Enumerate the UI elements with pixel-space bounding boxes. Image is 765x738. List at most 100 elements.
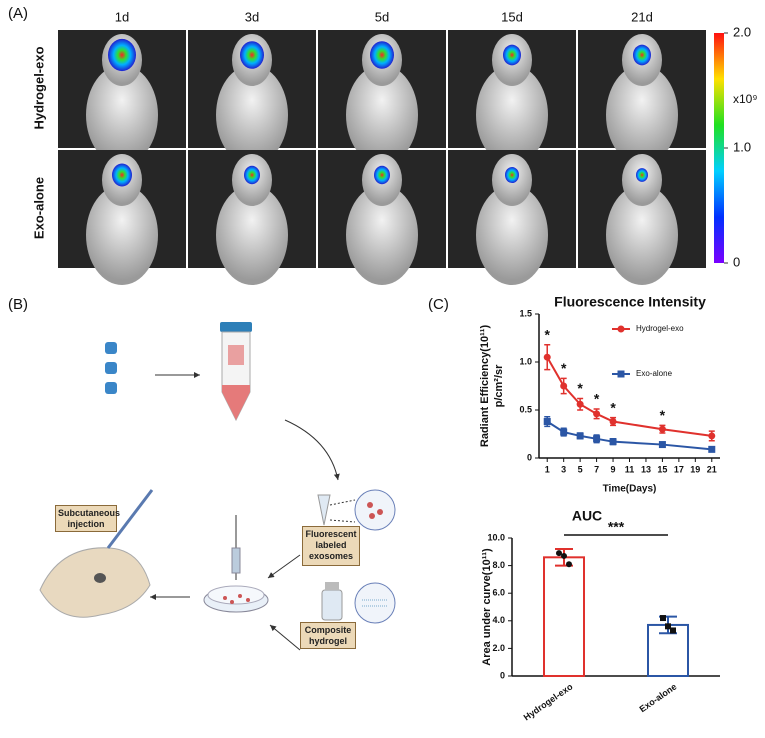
y-tick-label: 1.5 — [519, 308, 532, 318]
x-tick-label: 19 — [690, 464, 700, 474]
mouse-body — [346, 65, 418, 165]
data-point — [658, 441, 666, 449]
y-axis-label: p/cm²/sr — [493, 364, 505, 408]
x-tick-label: 9 — [611, 464, 616, 474]
y-tick-label: 0 — [527, 452, 532, 462]
column-label: 1d — [115, 9, 129, 24]
mouse-body — [216, 185, 288, 285]
fluorescence-signal — [112, 163, 132, 187]
data-point — [658, 425, 666, 433]
panel-label: (A) — [8, 5, 28, 22]
data-point — [665, 623, 671, 630]
y-tick-label: 6.0 — [492, 588, 505, 598]
x-tick-label: 1 — [545, 464, 550, 474]
step-label: Composite hydrogel — [300, 622, 356, 649]
data-point — [660, 615, 666, 622]
significance-mark: * — [577, 380, 583, 396]
legend-marker — [617, 325, 625, 333]
x-tick-label: 11 — [625, 464, 635, 474]
data-point — [593, 435, 601, 443]
significance-mark: * — [610, 399, 616, 415]
step-label: Fluorescent labeled exosomes — [302, 526, 360, 566]
x-axis-label: Time(Days) — [603, 484, 657, 495]
fluorescence-signal — [374, 165, 390, 185]
significance-mark: * — [660, 407, 666, 423]
bar — [543, 556, 585, 678]
chart-title: AUC — [572, 508, 602, 524]
y-axis-label: Area under curve(10¹¹) — [481, 548, 493, 666]
data-point — [561, 552, 567, 559]
series-line — [546, 420, 712, 451]
y-tick-label: 4.0 — [492, 615, 505, 625]
x-tick-label: 17 — [674, 464, 684, 474]
column-label: 3d — [245, 9, 259, 24]
significance-mark: * — [561, 360, 567, 376]
x-tick-label: Hydrogel-exo — [522, 681, 575, 722]
chart-title: Fluorescence Intensity — [554, 294, 706, 310]
data-point — [593, 410, 601, 418]
mouse-body — [346, 185, 418, 285]
mouse-body — [216, 65, 288, 165]
y-tick-label: 2.0 — [492, 643, 505, 653]
x-tick-label: 3 — [561, 464, 566, 474]
data-point — [708, 445, 716, 453]
colorbar-tick-label: 0 — [733, 254, 740, 269]
fluorescence-signal — [505, 166, 519, 184]
step-label: Subcutaneous injection — [55, 505, 120, 532]
x-tick-label: 15 — [657, 464, 667, 474]
colorbar-unit: x10⁹ — [733, 92, 758, 106]
mouse-body — [606, 185, 678, 285]
x-tick-label: 13 — [641, 464, 651, 474]
y-tick-label: 0 — [500, 670, 505, 680]
column-label: 15d — [501, 9, 523, 24]
colorbar-tick-label: 2.0 — [733, 24, 751, 39]
fluorescence-signal — [370, 41, 394, 69]
fluorescence-signal — [240, 41, 264, 69]
data-point — [560, 382, 568, 390]
mouse-body — [476, 185, 548, 285]
data-point — [609, 418, 617, 426]
fluorescence-signal — [636, 168, 648, 182]
fluorescence-signal — [244, 165, 260, 185]
y-tick-label: 1.0 — [519, 356, 532, 366]
y-tick-label: 10.0 — [487, 532, 505, 542]
colorbar — [714, 33, 724, 263]
data-point — [670, 627, 676, 634]
colorbar-tick-label: 1.0 — [733, 139, 751, 154]
mouse-body — [476, 65, 548, 165]
y-tick-label: 8.0 — [492, 560, 505, 570]
row-label: Exo-alone — [31, 177, 46, 239]
row-label: Hydrogel-exo — [31, 46, 46, 129]
panel-label: (B) — [8, 296, 28, 313]
series-line — [546, 356, 712, 437]
significance-mark: *** — [608, 519, 625, 535]
data-point — [576, 432, 584, 440]
column-label: 5d — [375, 9, 389, 24]
y-tick-label: 0.5 — [519, 404, 532, 414]
significance-mark: * — [545, 326, 551, 342]
y-axis-label: Radiant Efficiency(10¹¹) — [479, 325, 491, 448]
fluorescence-signal — [108, 38, 136, 72]
column-label: 21d — [631, 9, 653, 24]
fluorescence-signal — [503, 44, 521, 66]
x-tick-label: Exo-alone — [638, 681, 679, 714]
data-point — [543, 418, 551, 426]
workflow-illustration — [39, 322, 396, 651]
mouse-body — [606, 65, 678, 165]
data-point — [609, 438, 617, 446]
x-tick-label: 5 — [578, 464, 583, 474]
legend-marker — [617, 370, 625, 378]
x-tick-label: 21 — [707, 464, 717, 474]
data-point — [708, 432, 716, 440]
fluorescence-signal — [633, 44, 651, 66]
data-point — [576, 400, 584, 408]
x-tick-label: 7 — [594, 464, 599, 474]
data-point — [560, 428, 568, 436]
data-point — [556, 550, 562, 557]
legend-label: Exo-alone — [636, 369, 673, 378]
mouse-body — [86, 185, 158, 285]
significance-mark: * — [594, 391, 600, 407]
legend-label: Hydrogel-exo — [636, 324, 684, 333]
